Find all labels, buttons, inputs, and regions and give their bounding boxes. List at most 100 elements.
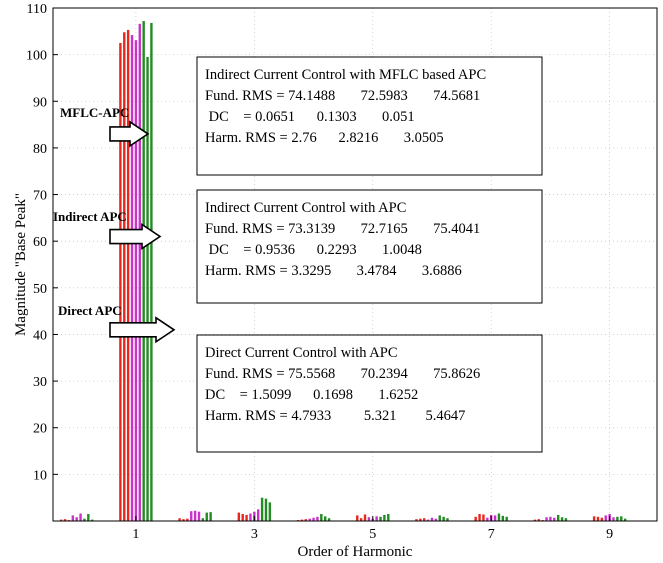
x-tick-label: 5 <box>369 527 376 542</box>
annotation-arrow <box>109 316 176 344</box>
harmonic-bar <box>383 514 386 521</box>
harmonic-bar <box>379 516 382 521</box>
harmonic-bar <box>553 517 556 521</box>
harmonic-bar <box>620 516 623 521</box>
info-box-line: DC = 0.0651 0.1303 0.051 <box>205 109 415 125</box>
harmonic-bar <box>201 518 205 521</box>
info-box <box>196 56 543 176</box>
harmonic-bar <box>209 512 212 521</box>
harmonic-bar <box>478 514 481 521</box>
annotation-label: Direct APC <box>58 303 122 318</box>
harmonic-bar <box>616 516 619 521</box>
harmonic-bar <box>560 517 564 521</box>
y-tick-label: 100 <box>26 49 47 64</box>
y-tick-label: 70 <box>33 189 47 204</box>
harmonic-bar <box>356 515 359 521</box>
harmonic-bar <box>415 519 418 521</box>
harmonic-bar <box>83 518 86 521</box>
harmonic-bar <box>150 22 153 521</box>
harmonic-bar <box>186 518 189 521</box>
harmonic-bar <box>375 516 378 521</box>
harmonic-bar <box>249 513 252 521</box>
info-box <box>196 334 543 453</box>
harmonic-bar <box>423 518 426 521</box>
info-box-line: DC = 0.9536 0.2293 1.0048 <box>205 242 422 258</box>
harmonic-bar <box>430 517 434 521</box>
y-tick-label: 50 <box>33 282 47 297</box>
harmonic-bar <box>119 42 122 522</box>
x-tick-label: 3 <box>251 527 258 542</box>
harmonic-bar <box>260 497 264 521</box>
y-tick-label: 20 <box>33 422 47 437</box>
harmonic-bar <box>442 516 445 521</box>
harmonic-bar <box>497 513 501 521</box>
info-box-line: Indirect Current Control with MFLC based… <box>205 67 486 83</box>
harmonic-bar <box>320 514 323 521</box>
annotation-label: Indirect APC <box>53 209 127 224</box>
harmonic-bar <box>446 518 449 521</box>
x-tick-label: 1 <box>132 527 139 542</box>
harmonic-bar <box>63 519 67 521</box>
harmonic-bar <box>604 515 607 521</box>
harmonic-bar <box>363 514 367 521</box>
y-tick-label: 30 <box>33 375 47 390</box>
harmonic-bar <box>537 519 540 521</box>
x-tick-label: 7 <box>488 527 495 542</box>
harmonic-bar <box>367 517 371 521</box>
harmonic-bar <box>505 516 508 521</box>
info-box-line: Harm. RMS = 2.76 2.8216 3.0505 <box>205 130 444 146</box>
plot-frame <box>52 7 658 522</box>
harmonic-bar <box>592 516 596 521</box>
harmonic-bar <box>312 517 315 521</box>
harmonic-bar <box>79 513 82 521</box>
harmonic-bar <box>533 519 537 521</box>
harmonic-bar <box>596 516 600 521</box>
annotation-arrow <box>109 223 162 251</box>
harmonic-bar <box>123 32 126 521</box>
harmonic-bar <box>237 512 241 521</box>
harmonic-bar <box>268 502 272 521</box>
harmonic-bar <box>146 56 149 522</box>
harmonic-bar <box>75 517 78 521</box>
harmonic-bar <box>359 518 363 521</box>
harmonic-bar <box>300 519 304 521</box>
y-tick-label: 110 <box>27 2 47 17</box>
harmonic-bar <box>197 511 201 521</box>
harmonic-bar <box>87 514 90 521</box>
annotation-arrow <box>109 120 150 148</box>
harmonic-bar <box>138 23 141 522</box>
harmonic-bar <box>426 519 430 521</box>
harmonic-bar <box>323 516 327 521</box>
harmonic-bar <box>91 519 94 521</box>
harmonic-bar <box>438 515 441 521</box>
harmonic-bar <box>545 517 548 521</box>
info-box-line: Fund. RMS = 73.3139 72.7165 75.4041 <box>205 221 480 237</box>
annotations: MFLC-APC Indirect APC Direct APC <box>53 105 176 344</box>
y-tick-label: 40 <box>33 328 47 343</box>
harmonic-bar <box>308 518 311 521</box>
harmonic-bar <box>419 518 422 521</box>
harmonic-bar <box>304 519 307 521</box>
harmonic-bar <box>59 519 63 521</box>
info-box-line: DC = 1.5099 0.1698 1.6252 <box>205 387 418 403</box>
harmonic-bar <box>126 29 130 521</box>
y-tick-label: 80 <box>33 142 47 157</box>
harmonic-bar <box>178 518 181 521</box>
harmonic-bar <box>556 514 560 521</box>
axis-ticks: 10 20 30 40 50 60 70 80 90 100 110 1 3 5 7 9 <box>26 2 613 542</box>
harmonic-bar <box>549 516 552 521</box>
info-box-line: Fund. RMS = 75.5568 70.2394 75.8626 <box>205 366 480 382</box>
harmonic-bar <box>486 517 489 521</box>
harmonic-bar <box>600 517 604 521</box>
harmonic-bar <box>245 514 248 521</box>
harmonic-bar <box>493 515 497 521</box>
info-box-line: Fund. RMS = 74.1488 72.5983 74.5681 <box>205 88 480 104</box>
harmonic-bar <box>387 514 390 521</box>
harmonic-bar <box>130 35 134 521</box>
harmonic-bar <box>182 519 185 521</box>
info-box-line: Indirect Current Control with APC <box>205 200 406 216</box>
harmonic-bar <box>564 518 568 521</box>
bars <box>59 21 627 522</box>
harmonic-bar <box>612 517 615 521</box>
